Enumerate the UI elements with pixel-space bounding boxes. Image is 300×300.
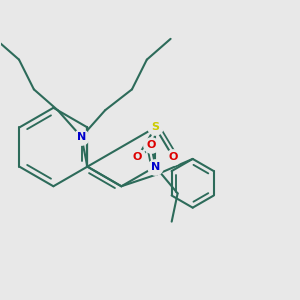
Text: S: S [151, 122, 159, 132]
Text: N: N [77, 132, 86, 142]
Text: N: N [151, 162, 160, 172]
Text: O: O [169, 152, 178, 162]
Text: O: O [146, 140, 156, 150]
Text: O: O [133, 152, 142, 162]
